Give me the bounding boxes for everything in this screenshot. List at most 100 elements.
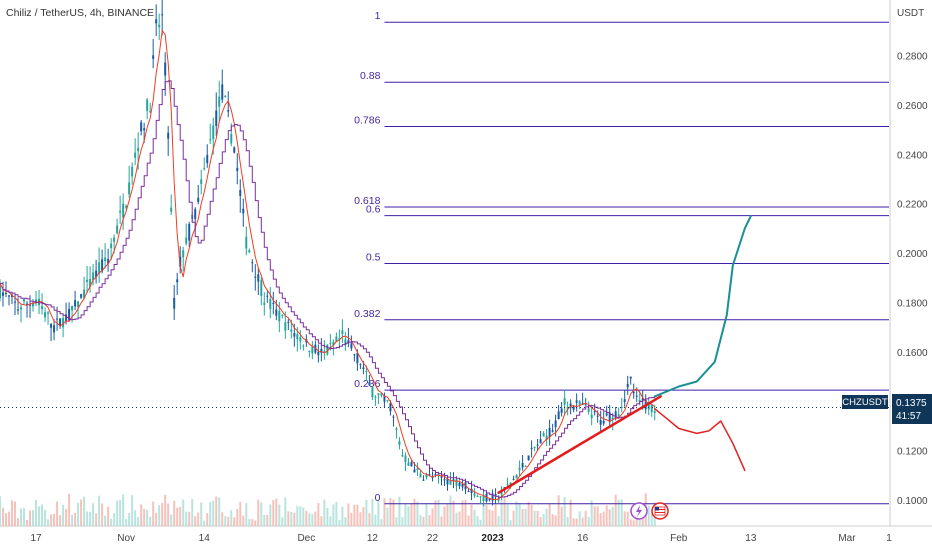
- candle-body: [410, 462, 413, 467]
- candle-body: [155, 19, 158, 24]
- candle-body: [47, 312, 50, 314]
- candle-body: [590, 414, 593, 419]
- volume-bar: [206, 513, 209, 526]
- candle-body: [284, 322, 287, 331]
- volume-bar: [500, 500, 503, 526]
- volume-bar: [215, 496, 218, 526]
- symbol-tag-label: CHZUSDT: [842, 397, 888, 408]
- volume-bar: [320, 516, 323, 526]
- volume-bar: [29, 510, 32, 526]
- volume-bar: [614, 494, 617, 526]
- projection-paths[interactable]: [497, 215, 752, 494]
- volume-bar: [422, 516, 425, 526]
- volume-bar: [362, 506, 365, 526]
- candle-body: [533, 446, 536, 448]
- candle-body: [56, 318, 59, 320]
- volume-bar: [158, 505, 161, 526]
- volume-bar: [0, 496, 1, 526]
- candle-body: [92, 272, 95, 281]
- volume-bar: [473, 509, 476, 526]
- volume-bar: [134, 510, 137, 526]
- candle-body: [320, 348, 323, 353]
- candle-body: [608, 412, 611, 422]
- volume-bar: [305, 510, 308, 526]
- candle-body: [308, 350, 311, 352]
- candle-body: [416, 468, 419, 470]
- candle-body: [239, 189, 242, 197]
- candle-body: [371, 387, 374, 398]
- volume-bar: [167, 503, 170, 526]
- volume-bar: [425, 503, 428, 526]
- time-tick-label: Nov: [117, 533, 135, 544]
- support-trendline[interactable]: [497, 395, 662, 494]
- volume-bar: [83, 496, 86, 526]
- candle-body: [425, 474, 428, 478]
- volume-bar: [326, 507, 329, 526]
- price-tag-value: 0.1375: [896, 398, 927, 409]
- time-tick-label: Mar: [838, 533, 856, 544]
- volume-bar: [119, 499, 122, 526]
- volume-bar: [497, 516, 500, 526]
- volume-bar: [503, 497, 506, 526]
- volume-bar: [629, 519, 632, 526]
- candle-body: [221, 84, 224, 100]
- candle-body: [527, 455, 530, 461]
- candle-body: [296, 334, 299, 340]
- volume-bar: [233, 517, 236, 526]
- volume-bar: [566, 516, 569, 526]
- price-axis-panel[interactable]: [890, 0, 932, 526]
- volume-bar: [272, 500, 275, 526]
- symbol-tag: [842, 395, 888, 409]
- volume-bar: [428, 515, 431, 526]
- volume-bar: [623, 511, 626, 526]
- volume-bar: [293, 512, 296, 526]
- volume-bar: [8, 511, 11, 526]
- candle-body: [287, 321, 290, 323]
- candle-body: [560, 408, 563, 413]
- volume-bar: [71, 514, 74, 526]
- volume-bar: [323, 499, 326, 526]
- candle-body: [458, 482, 461, 487]
- volume-bar: [38, 506, 41, 526]
- volume-bar: [59, 515, 62, 526]
- candle-body: [26, 303, 29, 305]
- candle-body: [89, 279, 92, 287]
- volume-bar: [431, 508, 434, 526]
- candle-body: [353, 354, 356, 356]
- candle-body: [128, 182, 131, 195]
- volume-bar: [572, 518, 575, 526]
- volume-bar: [251, 519, 254, 526]
- candle-body: [566, 406, 569, 410]
- bullish-projection-path[interactable]: [653, 215, 752, 398]
- candle-body: [368, 382, 371, 386]
- candle-body: [470, 488, 473, 494]
- volume-bar: [299, 506, 302, 526]
- volume-bar: [77, 502, 80, 526]
- candle-body: [98, 262, 101, 274]
- price-tag-countdown: 41:57: [896, 411, 921, 422]
- volume-bar: [494, 504, 497, 526]
- candle-body: [335, 336, 338, 342]
- volume-bar: [173, 500, 176, 526]
- candle-body: [542, 433, 545, 437]
- price-tick-label: 0.2000: [897, 249, 928, 260]
- volume-bar: [455, 512, 458, 526]
- volume-bar: [149, 516, 152, 526]
- volume-bar: [413, 498, 416, 526]
- bearish-projection-path[interactable]: [653, 407, 746, 472]
- volume-bar: [488, 509, 491, 526]
- price-tick-label: 0.2400: [897, 150, 928, 161]
- candle-body: [449, 479, 452, 485]
- volume-bar: [542, 513, 545, 526]
- volume-bar: [491, 510, 494, 526]
- candle-body: [383, 395, 386, 402]
- candle-body: [104, 257, 107, 262]
- candle-body: [62, 318, 65, 328]
- flash-event-icon[interactable]: [630, 502, 648, 520]
- candle-body: [275, 309, 278, 316]
- us-flag-event-icon[interactable]: [651, 502, 669, 520]
- candlesticks: [0, 0, 656, 507]
- slow-moving-average: [0, 80, 656, 498]
